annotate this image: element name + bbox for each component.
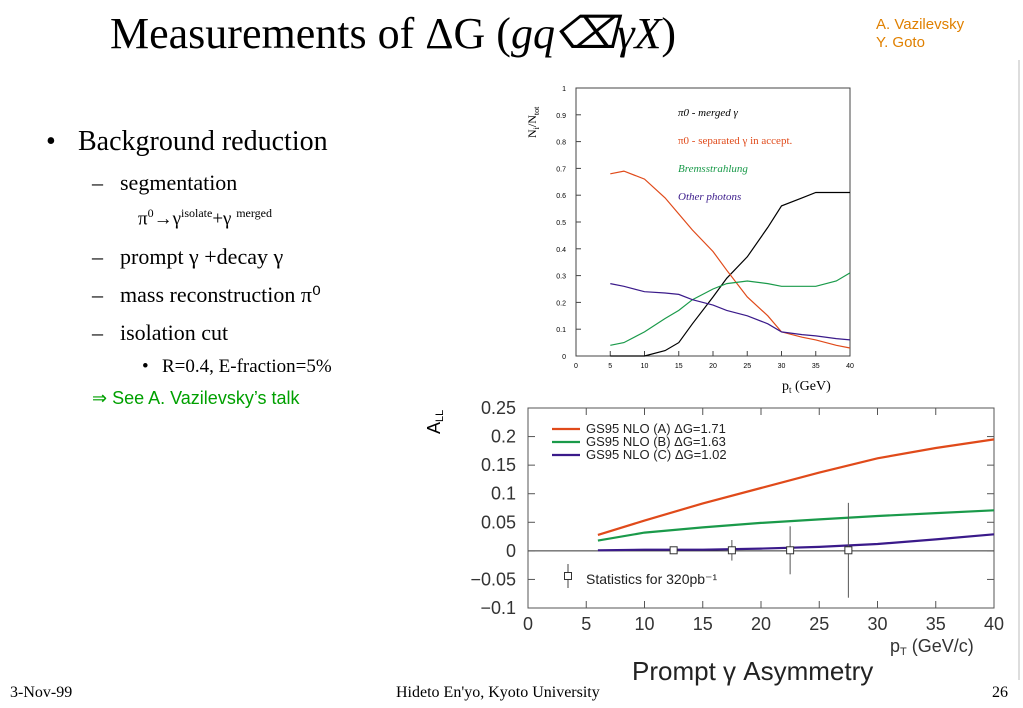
chart2-xtick-label: 30 (867, 614, 887, 634)
formula-arrow: → (153, 208, 173, 230)
formula-isolate: isolate (181, 206, 213, 220)
title-prefix: Measurements of ΔG ( (110, 9, 511, 58)
chart2-xtick-label: 40 (984, 614, 1004, 634)
dash-marker: – (92, 282, 103, 307)
stat-point (669, 546, 678, 555)
chart1-xtick-label: 10 (641, 363, 649, 370)
title-formula: gq⌫γX (510, 9, 662, 58)
chart2-legend-entry: GS95 NLO (B) ΔG=1.63 (586, 434, 726, 449)
chart1-ytick-label: 0 (562, 354, 566, 361)
chart1-ytick-label: 0.6 (556, 193, 566, 200)
chart2-legend-entry: GS95 NLO (C) ΔG=1.02 (586, 447, 727, 462)
chart1-xtick-label: 30 (778, 363, 786, 370)
chart2-ytick-label: 0.2 (491, 427, 516, 447)
sub-item-prompt-gamma: prompt γ +decay γ (120, 244, 284, 269)
author-1: A. Vazilevsky (876, 16, 965, 33)
chart1-ytick-label: 0.1 (556, 327, 566, 334)
stat-point (727, 546, 736, 555)
chart1-xtick-label: 35 (812, 363, 820, 370)
chart2-xtick-label: 25 (809, 614, 829, 634)
sub-item-mass-reconstruction: mass reconstruction π⁰ (120, 282, 321, 307)
chart1-legend-entry: Bremsstrahlung (678, 163, 748, 175)
chart2-ytick-label: 0.1 (491, 484, 516, 504)
bullet-marker: • (142, 356, 149, 377)
formula-gamma: γ (172, 208, 181, 230)
chart1-xtick-label: 20 (709, 363, 717, 370)
chart1-legend-entry: Other photons (678, 191, 741, 203)
chart2-legend-stats: Statistics for 320pb⁻¹ (586, 571, 717, 587)
dash-marker: – (92, 244, 103, 269)
formula-zero: 0 (147, 206, 154, 220)
chart1-ytick-label: 0.9 (556, 113, 566, 120)
chart2-xtick-label: 5 (581, 614, 591, 634)
slide-title: Measurements of ΔG (gq⌫γX) (110, 8, 676, 59)
bullet-marker: • (46, 126, 56, 157)
chart2-ytick-label: −0.05 (470, 569, 516, 589)
chart1-ytick-label: 1 (562, 86, 566, 93)
footer-author: Hideto En'yo, Kyoto University (396, 684, 600, 701)
series-gs95-c (597, 533, 995, 552)
chart1-xtick-label: 25 (743, 363, 751, 370)
chart1-xtick-label: 0 (574, 363, 578, 370)
chart1-frame (575, 87, 851, 357)
chart1-ytick-label: 0.4 (556, 247, 566, 254)
stat-point (844, 546, 853, 555)
series-gs95-b (597, 509, 995, 542)
footer-page-number: 26 (992, 684, 1008, 701)
formula-plus-gamma: +γ (212, 208, 232, 230)
fraction-chart: 0 5 10 15 20 25 30 35 40 0 0.1 0.2 0.3 0.4 0.5 0.6 0.7 0.… (525, 86, 854, 395)
chart2-ytick-label: 0.05 (481, 512, 516, 532)
dash-marker: – (92, 170, 103, 195)
chart1-xlabel: pt (GeV) (782, 379, 831, 395)
series-merged-gamma (610, 191, 850, 357)
chart2-xtick-label: 35 (926, 614, 946, 634)
see-talk-link[interactable]: ⇒ See A. Vazilevsky’s talk (92, 388, 300, 408)
chart1-xtick-label: 15 (675, 363, 683, 370)
series-other-photons (610, 283, 851, 341)
chart2-xtick-label: 0 (523, 614, 533, 634)
formula-merged: merged (236, 206, 272, 220)
sub-item-segmentation: segmentation (120, 170, 238, 195)
sub-item-isolation-cut: isolation cut (120, 320, 229, 345)
chart2-xtick-label: 10 (634, 614, 654, 634)
formula-pi: π (138, 208, 148, 230)
chart2-ytick-label: 0.15 (481, 455, 516, 475)
chart2-ytick-label: 0 (506, 541, 516, 561)
chart2-xlabel: pT (GeV/c) (890, 636, 974, 658)
bullet-background-reduction: Background reduction (78, 126, 328, 157)
chart1-ytick-label: 0.7 (556, 166, 566, 173)
chart2-ytick-label: −0.1 (480, 598, 516, 618)
chart1-ylabel: Ni/Ntot (525, 106, 541, 138)
asymmetry-chart: 0 5 10 15 20 25 30 35 40 0.25 0.2 0.15 0.1 0.05 0 −0.05… (424, 398, 1004, 686)
authors: A. Vazilevsky Y. Goto (876, 16, 964, 52)
series-gs95-a (597, 438, 995, 536)
chart2-ylabel: ALL (424, 410, 446, 434)
author-2: Y. Goto (876, 34, 925, 51)
sub-sub-item-cone: R=0.4, E-fraction=5% (162, 356, 332, 377)
title-suffix: ) (661, 9, 677, 58)
chart1-ytick-label: 0.8 (556, 140, 566, 147)
footer-date: 3-Nov-99 (10, 684, 73, 701)
chart1-ytick-label: 0.5 (556, 220, 566, 227)
chart1-xtick-label: 5 (608, 363, 612, 370)
chart2-xtick-label: 15 (693, 614, 713, 634)
chart2-xtick-label: 20 (751, 614, 771, 634)
chart1-xtick-label: 40 (846, 363, 854, 370)
chart2-ytick-label: 0.25 (481, 398, 516, 418)
chart2-title: Prompt γ Asymmetry (632, 656, 873, 686)
stat-point (786, 546, 795, 555)
series-bremsstrahlung (610, 272, 851, 346)
chart1-ytick-label: 0.3 (556, 274, 566, 281)
segmentation-formula: π0→γisolate+γ merged (138, 206, 272, 230)
chart2-legend-entry: GS95 NLO (A) ΔG=1.71 (586, 421, 726, 436)
series-separated-gamma (610, 170, 851, 349)
chart1-legend-entry: π0 - merged γ (678, 107, 739, 119)
chart1-legend-entry: π0 - separated γ in accept. (678, 135, 792, 147)
chart2-legend-marker (564, 572, 572, 580)
dash-marker: – (92, 320, 103, 345)
right-border (1018, 60, 1020, 680)
chart1-ytick-label: 0.2 (556, 300, 566, 307)
